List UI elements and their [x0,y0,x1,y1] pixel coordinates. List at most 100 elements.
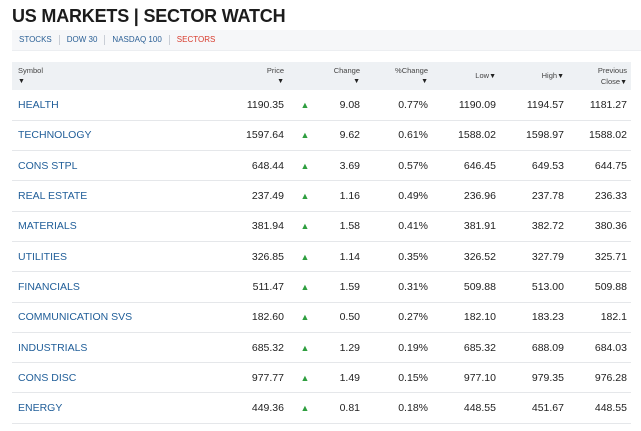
sector-symbol-link[interactable]: FINANCIALS [18,280,80,293]
table-row: FINANCIALS 511.47 ▲ 1.59 0.31% 509.88 513.00 50… [12,272,631,303]
sort-arrow-icon: ▼ [620,79,627,86]
header-pct-change[interactable]: %Change ▼ [364,62,432,90]
sector-symbol-link[interactable]: CONS STPL [18,159,78,172]
tab-sectors[interactable]: SECTORS [176,35,216,44]
previous-close-cell: 236.33 [594,190,627,203]
table-header-row: Symbol ▼ Price ▼ Change ▼ %Change ▼ Low▼… [12,62,631,90]
header-close-label: Close [600,77,621,86]
sector-symbol-link[interactable]: REAL ESTATE [18,190,88,203]
up-arrow-icon: ▲ [300,221,310,232]
header-pct-change-label: %Change [395,66,428,75]
header-previous-label: Previous [597,66,627,75]
price-cell: 182.60 [251,311,284,324]
table-row: INDUSTRIALS 685.32 ▲ 1.29 0.19% 685.32 688.09 6… [12,332,631,363]
table-row: UTILITIES 326.85 ▲ 1.14 0.35% 326.52 327.79 325… [12,241,631,272]
up-arrow-icon: ▲ [300,160,310,171]
high-cell: 1194.57 [526,98,564,111]
low-cell: 1588.02 [458,129,496,142]
high-cell: 183.23 [531,311,564,324]
up-arrow-icon: ▲ [300,99,310,110]
table-row: REAL ESTATE 237.49 ▲ 1.16 0.49% 236.96 237.78 2… [12,181,631,212]
low-cell: 685.32 [463,341,496,354]
previous-close-cell: 1588.02 [589,129,627,142]
previous-close-cell: 448.55 [594,402,627,415]
tab-stocks[interactable]: STOCKS [12,35,60,45]
pct-change-cell: 0.57% [398,159,428,172]
pct-change-cell: 0.31% [398,280,428,293]
previous-close-cell: 182.1 [600,311,627,324]
table-row: ENERGY 449.36 ▲ 0.81 0.18% 448.55 451.67 448.55 [12,393,631,424]
sector-symbol-link[interactable]: CONS DISC [18,371,77,384]
table-row: COMMUNICATION SVS 182.60 ▲ 0.50 0.27% 182.10 1… [12,302,631,333]
previous-close-cell: 509.88 [594,280,627,293]
high-cell: 237.78 [531,190,564,203]
table-row: HEALTH 1190.35 ▲ 9.08 0.77% 1190.09 1194.57 118… [12,90,631,121]
pct-change-cell: 0.19% [398,341,428,354]
price-cell: 977.77 [251,371,284,384]
up-arrow-icon: ▲ [300,130,310,141]
low-cell: 326.52 [463,250,496,263]
header-low[interactable]: Low▼ [432,62,500,90]
tab-dow-30[interactable]: DOW 30 [60,35,106,45]
up-arrow-icon: ▲ [300,342,310,353]
previous-close-cell: 644.75 [594,159,627,172]
high-cell: 513.00 [531,280,564,293]
header-price[interactable]: Price ▼ [200,62,288,90]
pct-change-cell: 0.41% [398,220,428,233]
pct-change-cell: 0.35% [398,250,428,263]
low-cell: 646.45 [463,159,496,172]
price-cell: 449.36 [251,402,284,415]
previous-close-cell: 976.28 [594,371,627,384]
table-row: CONS STPL 648.44 ▲ 3.69 0.57% 646.45 649.53 644… [12,151,631,181]
header-symbol[interactable]: Symbol ▼ [12,62,200,90]
price-cell: 1190.35 [246,98,284,111]
sector-symbol-link[interactable]: MATERIALS [18,220,77,233]
price-cell: 648.44 [251,159,284,172]
tab-nasdaq-100[interactable]: NASDAQ 100 [105,35,170,45]
header-high[interactable]: High▼ [500,62,568,90]
up-arrow-icon: ▲ [300,251,310,262]
high-cell: 649.53 [531,159,564,172]
sector-symbol-link[interactable]: HEALTH [18,98,59,111]
change-cell: 3.69 [339,159,360,172]
header-previous-close[interactable]: Previous Close▼ [568,62,631,90]
price-cell: 511.47 [252,280,284,293]
price-cell: 381.94 [251,220,284,233]
change-cell: 0.50 [339,311,360,324]
up-arrow-icon: ▲ [300,281,310,292]
low-cell: 509.88 [463,280,496,293]
sector-symbol-link[interactable]: ENERGY [18,402,63,415]
high-cell: 327.79 [531,250,564,263]
up-arrow-icon: ▲ [300,372,310,383]
pct-change-cell: 0.18% [398,402,428,415]
header-high-label: High [541,71,558,80]
price-cell: 326.85 [251,250,284,263]
change-cell: 1.16 [339,190,360,203]
high-cell: 1598.97 [526,129,564,142]
sector-symbol-link[interactable]: UTILITIES [18,250,68,263]
pct-change-cell: 0.15% [398,371,428,384]
previous-close-cell: 1181.27 [589,98,627,111]
high-cell: 451.67 [531,402,564,415]
price-cell: 685.32 [251,341,284,354]
page-title: US MARKETS | SECTOR WATCH [12,6,286,26]
pct-change-cell: 0.49% [398,190,428,203]
change-cell: 1.59 [339,280,360,293]
sector-symbol-link[interactable]: TECHNOLOGY [18,129,92,142]
sector-symbol-link[interactable]: COMMUNICATION SVS [18,311,133,324]
table-row: MATERIALS 381.94 ▲ 1.58 0.41% 381.91 382.72 380… [12,211,631,242]
change-cell: 9.62 [339,129,360,142]
low-cell: 1190.09 [458,98,496,111]
sector-symbol-link[interactable]: INDUSTRIALS [18,341,88,354]
change-cell: 1.58 [339,220,360,233]
table-row: CONS DISC 977.77 ▲ 1.49 0.15% 977.10 979.35 976… [12,363,631,393]
market-subnav: STOCKS DOW 30 NASDAQ 100 SECTORS [12,30,641,51]
header-price-label: Price [266,66,284,75]
sector-table: Symbol ▼ Price ▼ Change ▼ %Change ▼ Low▼… [12,62,631,424]
sort-arrow-icon: ▼ [277,78,284,85]
sort-arrow-icon: ▼ [489,73,496,80]
up-arrow-icon: ▲ [300,312,310,323]
previous-close-cell: 380.36 [594,220,627,233]
header-change[interactable]: Change ▼ [322,62,364,90]
high-cell: 979.35 [531,371,564,384]
